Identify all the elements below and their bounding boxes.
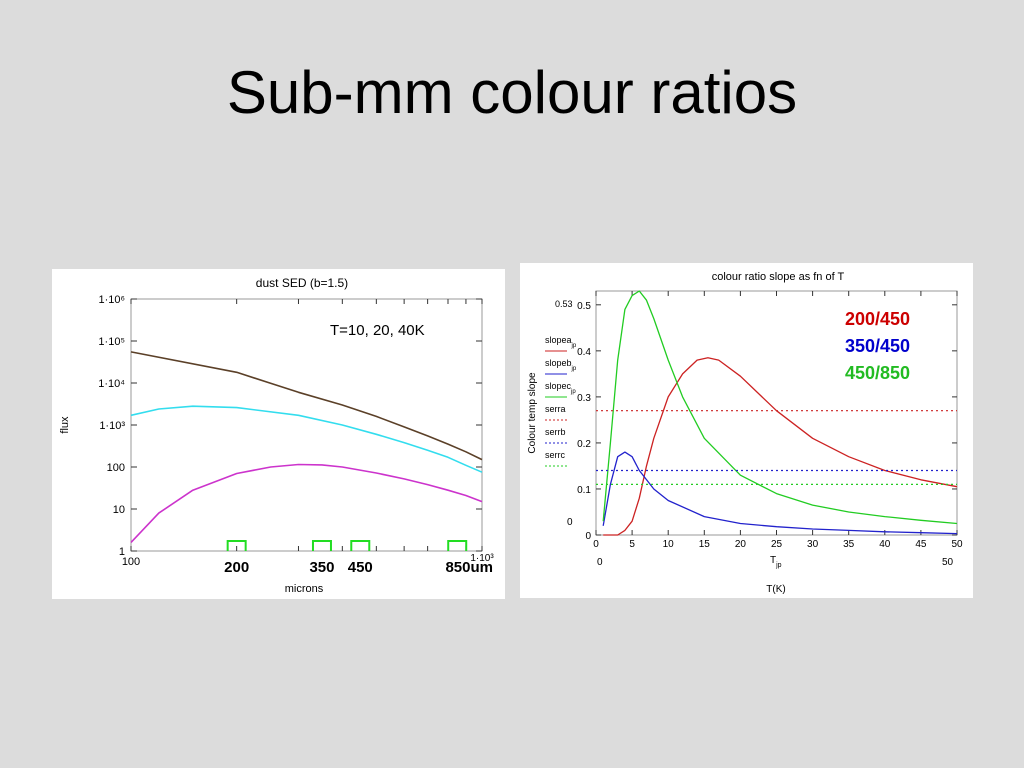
slope-x-tick-label: 15 bbox=[699, 539, 711, 550]
sed-chart-panel: dust SED (b=1.5) 1 10 100 1·10³ 1·10⁴ 1·10⁵ 1·… bbox=[52, 269, 505, 599]
slope-legend-label: serrc bbox=[545, 450, 565, 460]
slope-legend-label: slopebjp bbox=[545, 358, 577, 372]
sed-x-tick-label: 100 bbox=[122, 556, 140, 568]
slide-title: Sub-mm colour ratios bbox=[226, 59, 798, 126]
slope-x-tick-label: 45 bbox=[915, 539, 927, 550]
sed-x-axis-label: microns bbox=[285, 583, 324, 595]
slope-y-tick-label: 0.2 bbox=[577, 439, 591, 450]
sed-series-line-2 bbox=[130, 405, 483, 473]
sed-filter-band-marker bbox=[226, 540, 247, 551]
sed-annotation: T=10, 20, 40K bbox=[330, 322, 425, 339]
sed-plot-frame bbox=[130, 298, 483, 552]
slope-y-tick-label: 0.4 bbox=[577, 347, 591, 358]
sed-y-axis-label: flux bbox=[59, 416, 71, 434]
slope-x-tick-label: 0 bbox=[593, 539, 599, 550]
slope-x-tick-label: 30 bbox=[807, 539, 819, 550]
sed-chart-title: dust SED (b=1.5) bbox=[256, 276, 348, 290]
sed-y-tick-label: 1·10³ bbox=[99, 420, 125, 432]
slope-x-tick-label: 35 bbox=[843, 539, 855, 550]
slope-chart-panel: colour ratio slope as fn of T 0 0.1 0.2 0.3… bbox=[520, 263, 973, 598]
slope-y-tick-label: 0.1 bbox=[577, 485, 591, 496]
slope-x-axis-label: T(K) bbox=[766, 584, 785, 595]
slope-ratio-label: 350/450 bbox=[845, 336, 910, 356]
slope-x-tick-label: 50 bbox=[951, 539, 963, 550]
slope-x-var: Tjp bbox=[770, 555, 782, 569]
slope-series-line-1 bbox=[603, 357, 958, 536]
sed-series-line-1 bbox=[130, 351, 483, 461]
slope-x-tick-label: 40 bbox=[879, 539, 891, 550]
sed-band-label: 450 bbox=[348, 559, 373, 576]
sed-y-tick-label: 1 bbox=[119, 546, 125, 558]
sed-band-label: 850um bbox=[445, 559, 493, 576]
slope-y-axis-label: Colour temp slope bbox=[527, 372, 538, 454]
slope-legend-label: serra bbox=[545, 404, 566, 414]
slope-ratio-label: 450/850 bbox=[845, 363, 910, 383]
sed-series-line-3 bbox=[130, 463, 483, 543]
slope-ymax-label: 0.53 bbox=[555, 299, 573, 309]
slope-x-tick-label: 5 bbox=[629, 539, 635, 550]
sed-filter-band-marker bbox=[350, 540, 371, 551]
sed-band-label: 350 bbox=[309, 559, 334, 576]
sed-y-tick-label: 10 bbox=[113, 504, 125, 516]
sed-y-tick-label: 1·10⁴ bbox=[98, 378, 125, 390]
slope-xrange-right: 50 bbox=[942, 557, 954, 568]
sed-y-tick-label: 1·10⁵ bbox=[98, 336, 125, 348]
sed-filter-band-marker bbox=[311, 540, 332, 551]
slope-legend-label: slopeajp bbox=[545, 335, 577, 349]
slope-series-line-2 bbox=[602, 451, 958, 535]
slope-x-tick-label: 20 bbox=[735, 539, 747, 550]
slope-y-tick-label: 0.3 bbox=[577, 393, 591, 404]
slope-ratio-label: 200/450 bbox=[845, 309, 910, 329]
sed-chart: dust SED (b=1.5) 1 10 100 1·10³ 1·10⁴ 1·10⁵ 1·… bbox=[59, 276, 494, 595]
slope-xrange-left: 0 bbox=[597, 557, 603, 568]
slope-y-tick-label: 0 bbox=[585, 531, 591, 542]
slope-chart-title: colour ratio slope as fn of T bbox=[712, 271, 845, 283]
slope-x-tick-label: 25 bbox=[771, 539, 783, 550]
slope-legend-label: slopecjp bbox=[545, 381, 576, 395]
sed-band-label: 200 bbox=[224, 559, 249, 576]
sed-x-tick-label: 1·10³ bbox=[470, 553, 494, 564]
slope-chart: colour ratio slope as fn of T 0 0.1 0.2 0.3… bbox=[527, 271, 963, 595]
slope-legend-label: serrb bbox=[545, 427, 566, 437]
sed-filter-band-marker bbox=[447, 540, 468, 551]
sed-y-tick-label: 1·10⁶ bbox=[98, 294, 125, 306]
slope-x-tick-label: 10 bbox=[663, 539, 675, 550]
slope-series-line-3 bbox=[602, 290, 958, 525]
sed-y-tick-label: 100 bbox=[107, 462, 125, 474]
slope-ymin-label: 0 bbox=[567, 517, 573, 528]
slope-y-tick-label: 0.5 bbox=[577, 301, 591, 312]
